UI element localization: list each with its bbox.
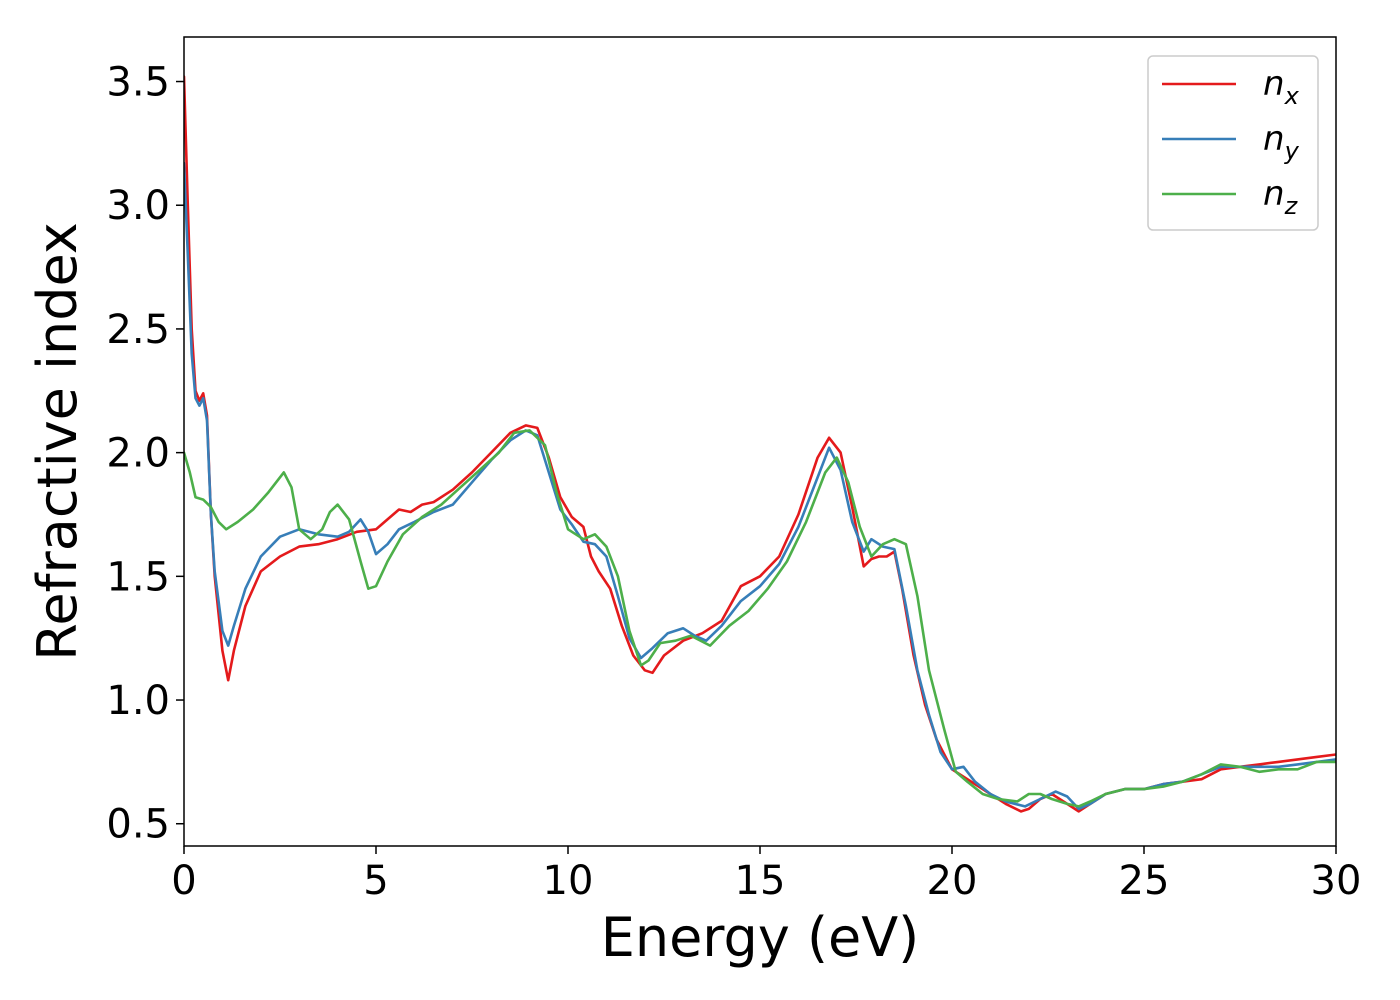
y-tick-label: 1.0 — [106, 678, 170, 724]
legend-label-z: nz — [1263, 174, 1299, 220]
y-tick-label: 1.5 — [106, 554, 170, 600]
ticks-layer: 0 5 10 15 20 25 30 0.5 1.0 1.5 2.0 2.5 3.0 3.5 — [106, 60, 1361, 904]
legend-label-y: ny — [1263, 119, 1300, 165]
x-axis-label: Energy (eV) — [601, 906, 920, 969]
x-tick-label: 25 — [1119, 858, 1170, 904]
legend: nx ny nz — [1147, 55, 1319, 231]
series-line-z — [184, 429, 1336, 808]
x-tick-label: 20 — [927, 858, 978, 904]
legend-label-x: nx — [1263, 64, 1300, 110]
series-layer — [184, 75, 1336, 813]
x-tick-label: 10 — [543, 858, 594, 904]
x-tick-label: 5 — [363, 858, 388, 904]
series-line-y — [184, 161, 1336, 811]
y-tick-label: 2.5 — [106, 307, 170, 353]
x-tick-label: 30 — [1311, 858, 1362, 904]
y-tick-label: 3.0 — [106, 183, 170, 229]
y-axis-label: Refractive index — [26, 222, 89, 661]
x-tick-label: 0 — [171, 858, 196, 904]
legend-box — [1147, 55, 1319, 231]
y-tick-label: 3.5 — [106, 60, 170, 106]
y-tick-label: 0.5 — [106, 802, 170, 848]
y-tick-label: 2.0 — [106, 431, 170, 477]
x-tick-label: 15 — [735, 858, 786, 904]
